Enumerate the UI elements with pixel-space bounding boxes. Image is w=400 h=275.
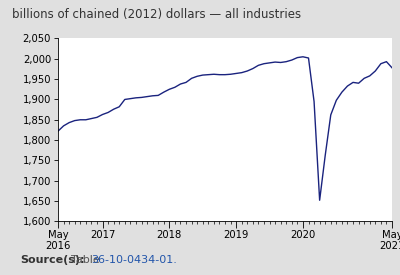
Text: Source(s):: Source(s): <box>20 255 84 265</box>
Text: 36-10-0434-01.: 36-10-0434-01. <box>91 255 177 265</box>
Text: billions of chained (2012) dollars — all industries: billions of chained (2012) dollars — all… <box>12 8 301 21</box>
Text: Table: Table <box>71 255 100 265</box>
